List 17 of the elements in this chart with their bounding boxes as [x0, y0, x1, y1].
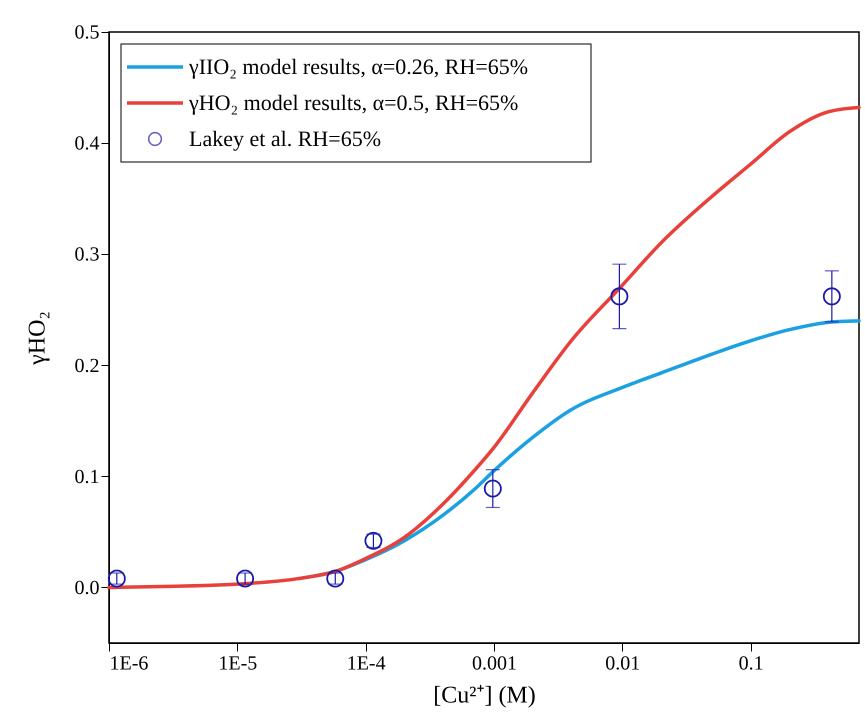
x-axis-title: [Cu²⁺] (M): [433, 682, 536, 708]
x-tick-label: 1E-4: [346, 652, 386, 674]
y-tick-label: 0.5: [74, 22, 100, 44]
x-tick-label: 1E-5: [218, 652, 258, 674]
y-tick-label: 0.4: [74, 132, 100, 155]
x-tick-label: 0.001: [472, 652, 517, 674]
x-tick-label: 0.01: [605, 652, 640, 674]
x-tick-label: 0.1: [738, 652, 764, 674]
legend-label: Lakey et al. RH=65%: [189, 126, 382, 151]
y-tick-label: 0.0: [74, 576, 100, 599]
y-tick-label: 0.3: [74, 244, 100, 266]
legend-label: γHO₂ model results, α=0.5, RH=65%: [188, 90, 518, 115]
y-tick-label: 0.2: [74, 354, 100, 377]
legend-label: γIIO₂ model results, α=0.26, RH=65%: [188, 54, 528, 79]
x-tick-label: 1E-6: [110, 652, 148, 674]
y-tick-label: 0.1: [74, 466, 100, 488]
y-axis-title: γHO₂: [24, 311, 50, 366]
